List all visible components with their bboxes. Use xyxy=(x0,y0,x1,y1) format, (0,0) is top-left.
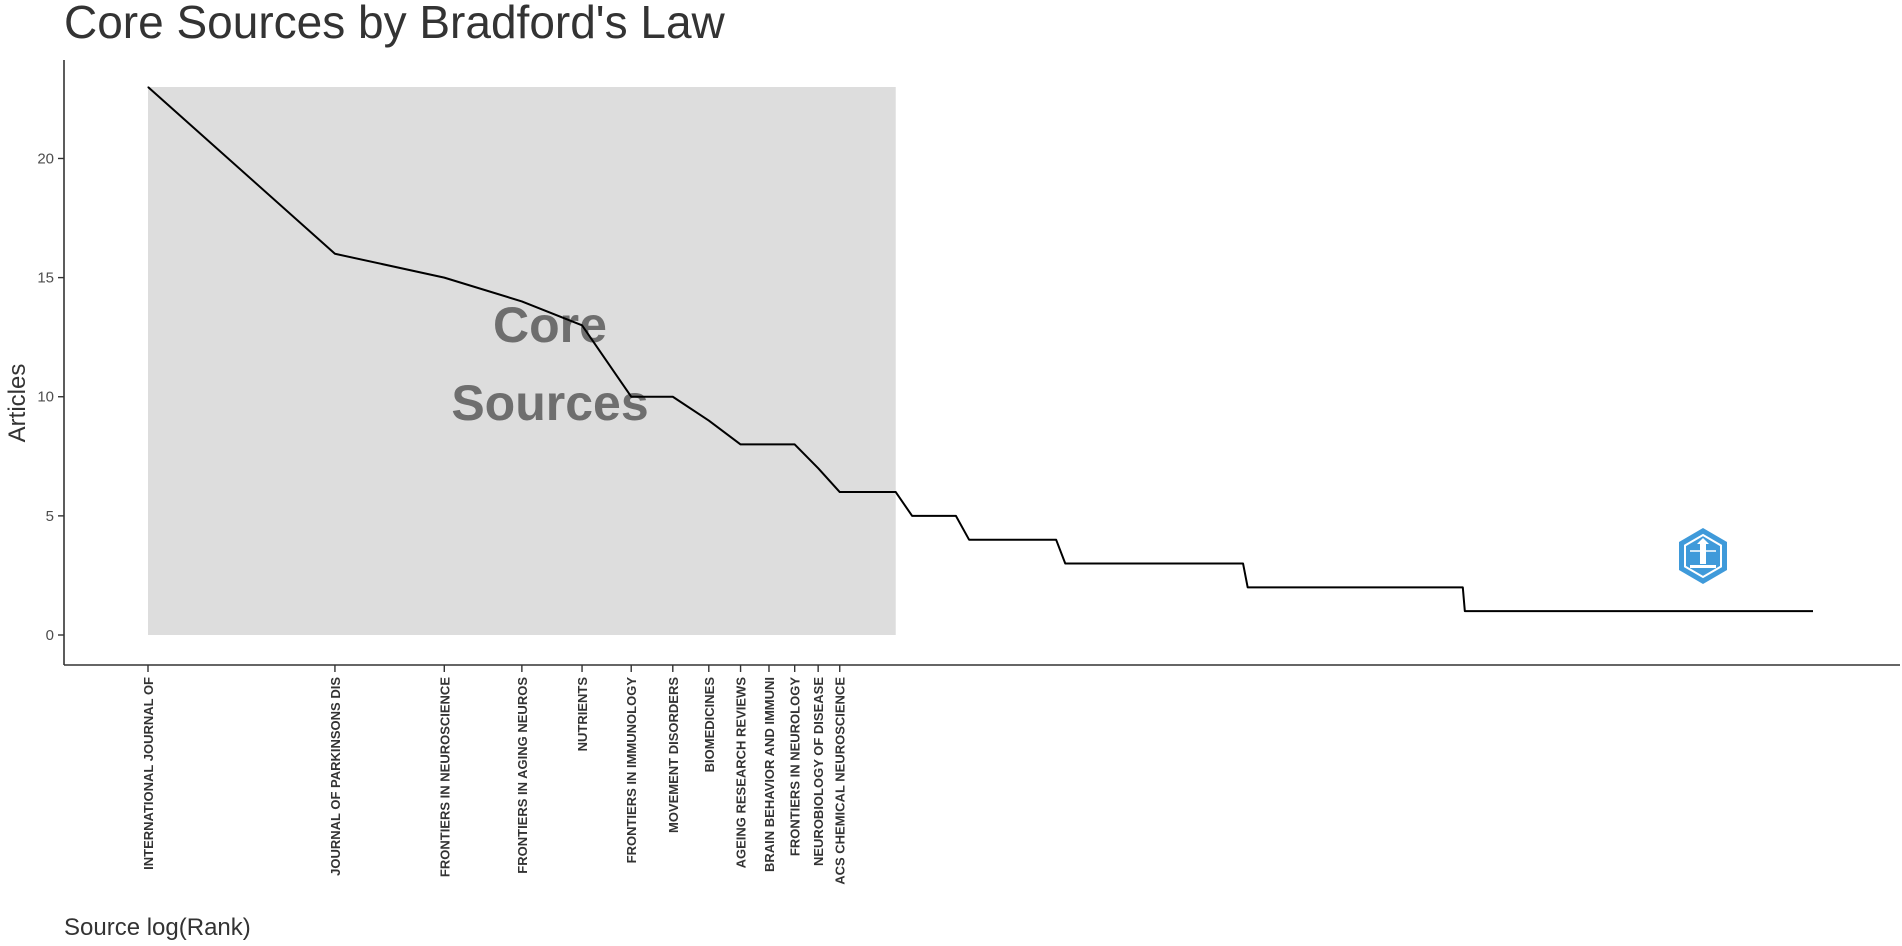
x-tick-label: MOVEMENT DISORDERS xyxy=(666,677,681,833)
data-point xyxy=(768,443,770,445)
data-point xyxy=(672,396,674,398)
x-tick-label: ACS CHEMICAL NEUROSCIENCE xyxy=(833,677,848,885)
data-point xyxy=(839,491,841,493)
core-sources-label: Core xyxy=(493,297,607,353)
y-tick-label: 0 xyxy=(46,627,54,644)
x-tick-label: FRONTIERS IN NEUROSCIENCE xyxy=(437,677,452,877)
x-tick-label: JOURNAL OF PARKINSONS DIS xyxy=(328,677,343,876)
x-tick-label: FRONTIERS IN NEUROLOGY xyxy=(788,677,803,856)
y-tick-label: 5 xyxy=(46,508,54,525)
x-tick-label: NEUROBIOLOGY OF DISEASE xyxy=(811,677,826,866)
x-tick-label: FRONTIERS IN IMMUNOLOGY xyxy=(624,677,639,864)
core-sources-label: Sources xyxy=(451,375,648,431)
data-point xyxy=(794,443,796,445)
series-layer xyxy=(147,86,1813,613)
x-tick-label: NUTRIENTS xyxy=(575,677,590,752)
data-point xyxy=(740,443,742,445)
x-tick-label: INTERNATIONAL JOURNAL OF xyxy=(141,677,156,870)
data-point xyxy=(817,467,819,469)
data-point xyxy=(521,300,523,302)
core-zone-layer: Core Sources xyxy=(148,87,896,635)
data-point xyxy=(443,277,445,279)
data-point xyxy=(581,324,583,326)
y-tick-label: 10 xyxy=(37,389,54,406)
data-point xyxy=(708,420,710,422)
axes xyxy=(58,60,1900,672)
data-point xyxy=(334,253,336,255)
x-tick-label: BRAIN BEHAVIOR AND IMMUNI xyxy=(762,677,777,872)
y-tick-label: 20 xyxy=(37,150,54,167)
x-tick-label: AGEING RESEARCH REVIEWS xyxy=(734,677,749,869)
x-axis-title: Source log(Rank) xyxy=(64,914,251,941)
chart-title: Core Sources by Bradford's Law xyxy=(64,0,726,48)
data-point xyxy=(147,86,149,88)
data-point xyxy=(630,396,632,398)
x-tick-label: BIOMEDICINES xyxy=(702,677,717,773)
tick-labels: 0 5 10 15 20 INTERNATIONAL JOURNAL OF JOURNAL … xyxy=(37,150,847,884)
hexagon-lighthouse-logo-icon xyxy=(1679,528,1727,584)
y-tick-label: 15 xyxy=(37,270,54,287)
x-tick-label: FRONTIERS IN AGING NEUROS xyxy=(515,677,530,874)
core-sources-zone xyxy=(148,87,896,635)
articles-line xyxy=(147,86,1813,613)
y-axis-title: Articles xyxy=(4,364,31,443)
